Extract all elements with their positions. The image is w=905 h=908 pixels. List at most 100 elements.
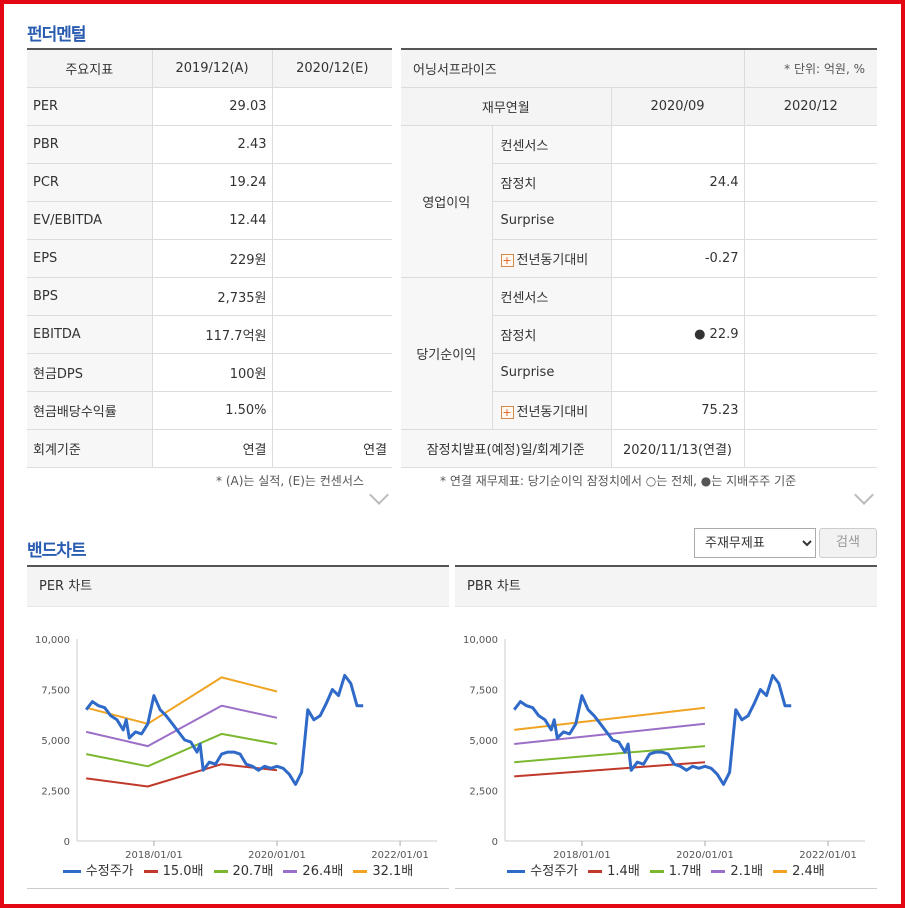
row-label: 전년동기대비: [516, 252, 589, 268]
band-series-line: [86, 732, 278, 768]
row-label: 컨센서스: [492, 277, 612, 316]
yoy-cell[interactable]: + 전년동기대비: [492, 239, 612, 278]
row-label: EBITDA: [27, 315, 153, 354]
row-value-2: [744, 277, 877, 316]
row-label: Surprise: [492, 353, 612, 392]
row-value-1: -0.27: [611, 239, 745, 278]
x-tick-label: 2022/01/01: [371, 850, 429, 858]
band-series-line: [514, 745, 706, 764]
legend-item[interactable]: 수정주가: [62, 864, 134, 879]
row-label: 현금DPS: [27, 353, 153, 392]
legend-item[interactable]: 20.7배: [213, 864, 274, 879]
legend-label: 1.4배: [607, 864, 640, 879]
statement-select[interactable]: 주재무제표: [694, 528, 816, 558]
row-value-1: ● 22.9: [611, 315, 745, 354]
legend-label: 수정주가: [530, 864, 579, 879]
table-row: Surprise: [401, 201, 877, 240]
row-label: 전년동기대비: [516, 404, 589, 420]
x-tick-label: 2022/01/01: [799, 850, 857, 858]
y-tick-label: 7,500: [41, 686, 70, 697]
table-row: 잠정치발표(예정)일/회계기준 2020/11/13(연결): [401, 429, 877, 468]
table-row: EPS 229원: [27, 239, 392, 278]
fundamental-header-estimate: 2020/12(E): [272, 49, 392, 88]
row-estimate: [272, 87, 392, 126]
row-label: 잠정치: [492, 163, 612, 202]
yoy-cell[interactable]: + 전년동기대비: [492, 391, 612, 430]
legend-label: 26.4배: [302, 864, 344, 879]
row-actual: 100원: [152, 353, 273, 392]
fundamental-table: 주요지표 2019/12(A) 2020/12(E) PER 29.03 PBR…: [27, 48, 392, 468]
row-estimate: [272, 125, 392, 164]
y-tick-label: 7,500: [469, 686, 498, 697]
search-button[interactable]: 검색: [819, 528, 877, 558]
y-tick-label: 2,500: [41, 787, 70, 798]
y-tick-label: 2,500: [469, 787, 498, 798]
y-tick-label: 5,000: [41, 736, 70, 747]
footer-value: 2020/11/13(연결): [611, 429, 745, 468]
y-tick-label: 0: [64, 837, 70, 848]
fundamental-header-label: 주요지표: [27, 49, 153, 88]
legend-item[interactable]: 2.4배: [773, 864, 825, 879]
row-estimate: 연결: [272, 429, 392, 468]
x-tick-label: 2018/01/01: [125, 850, 183, 858]
row-value-1: [611, 201, 745, 240]
plus-icon[interactable]: +: [500, 405, 514, 419]
y-tick-label: 0: [492, 837, 498, 848]
pbr-chart-plot: 10,000 7,500 5,000 2,500 0 2018/01/01 2020/01/…: [463, 635, 865, 858]
earnings-header-col2: 2020/12: [744, 87, 877, 126]
fundamental-title: 펀더멘털: [27, 25, 87, 45]
legend-swatch: [507, 870, 526, 873]
row-value-2: [744, 315, 877, 354]
y-tick-label: 10,000: [35, 635, 70, 646]
row-label: 회계기준: [27, 429, 153, 468]
row-label: Surprise: [492, 201, 612, 240]
row-label: PER: [27, 87, 153, 126]
per-chart-panel: PER 차트 10,000 7,500 5,000 2,500 0 2018/01/01 2…: [27, 565, 449, 889]
band-series-line: [85, 676, 278, 725]
earnings-note: * 연결 재무제표: 당기순이익 잠정치에서 ○는 전체, ●는 지배주주 기준: [440, 474, 797, 488]
legend-item[interactable]: 수정주가: [507, 864, 578, 879]
x-tick-label: 2020/01/01: [248, 850, 306, 858]
x-tick-label: 2018/01/01: [553, 850, 611, 858]
legend-label: 15.0배: [162, 864, 204, 879]
row-value-2: [744, 353, 877, 392]
table-row: BPS 2,735원: [27, 277, 392, 316]
earnings-title: 어닝서프라이즈: [401, 49, 745, 88]
row-label: 컨센서스: [492, 125, 612, 164]
legend-swatch: [773, 870, 788, 873]
band-series-line: [514, 706, 706, 731]
legend-item[interactable]: 1.4배: [588, 864, 640, 879]
plus-icon[interactable]: +: [500, 253, 514, 267]
row-estimate: [272, 353, 392, 392]
row-estimate: [272, 391, 392, 430]
band-series-line: [85, 704, 278, 748]
row-value-1: 75.23: [611, 391, 745, 430]
legend-item[interactable]: 32.1배: [353, 864, 413, 879]
y-tick-label: 10,000: [463, 635, 498, 646]
legend-item[interactable]: 26.4배: [283, 864, 343, 879]
row-estimate: [272, 277, 392, 316]
row-actual: 29.03: [152, 87, 273, 126]
row-label: EV/EBITDA: [27, 201, 153, 240]
table-row: 잠정치 ● 22.9: [401, 315, 877, 354]
table-row: 당기순이익 컨센서스: [401, 277, 877, 430]
legend-label: 2.1배: [730, 864, 764, 879]
earnings-table: 어닝서프라이즈 * 단위: 억원, % 재무연월 2020/09 2020/12…: [401, 48, 877, 468]
legend-item[interactable]: 1.7배: [649, 864, 701, 879]
earnings-unit: * 단위: 억원, %: [744, 49, 877, 88]
table-row: 현금배당수익률 1.50%: [27, 391, 392, 430]
row-actual: 2,735원: [152, 277, 273, 316]
legend-item[interactable]: 15.0배: [143, 864, 204, 879]
footer-label: 잠정치발표(예정)일/회계기준: [401, 429, 612, 468]
row-value-1: [611, 353, 745, 392]
legend-label: 수정주가: [85, 864, 134, 879]
group-operating-profit: 영업이익: [401, 125, 493, 278]
legend-swatch: [649, 870, 664, 873]
legend-item[interactable]: 2.1배: [711, 864, 763, 879]
row-value-2: [744, 391, 877, 430]
row-value-2: [744, 239, 877, 278]
legend-label: 20.7배: [232, 864, 274, 879]
row-value-2: [744, 125, 877, 164]
group-net-income: 당기순이익: [401, 277, 493, 430]
